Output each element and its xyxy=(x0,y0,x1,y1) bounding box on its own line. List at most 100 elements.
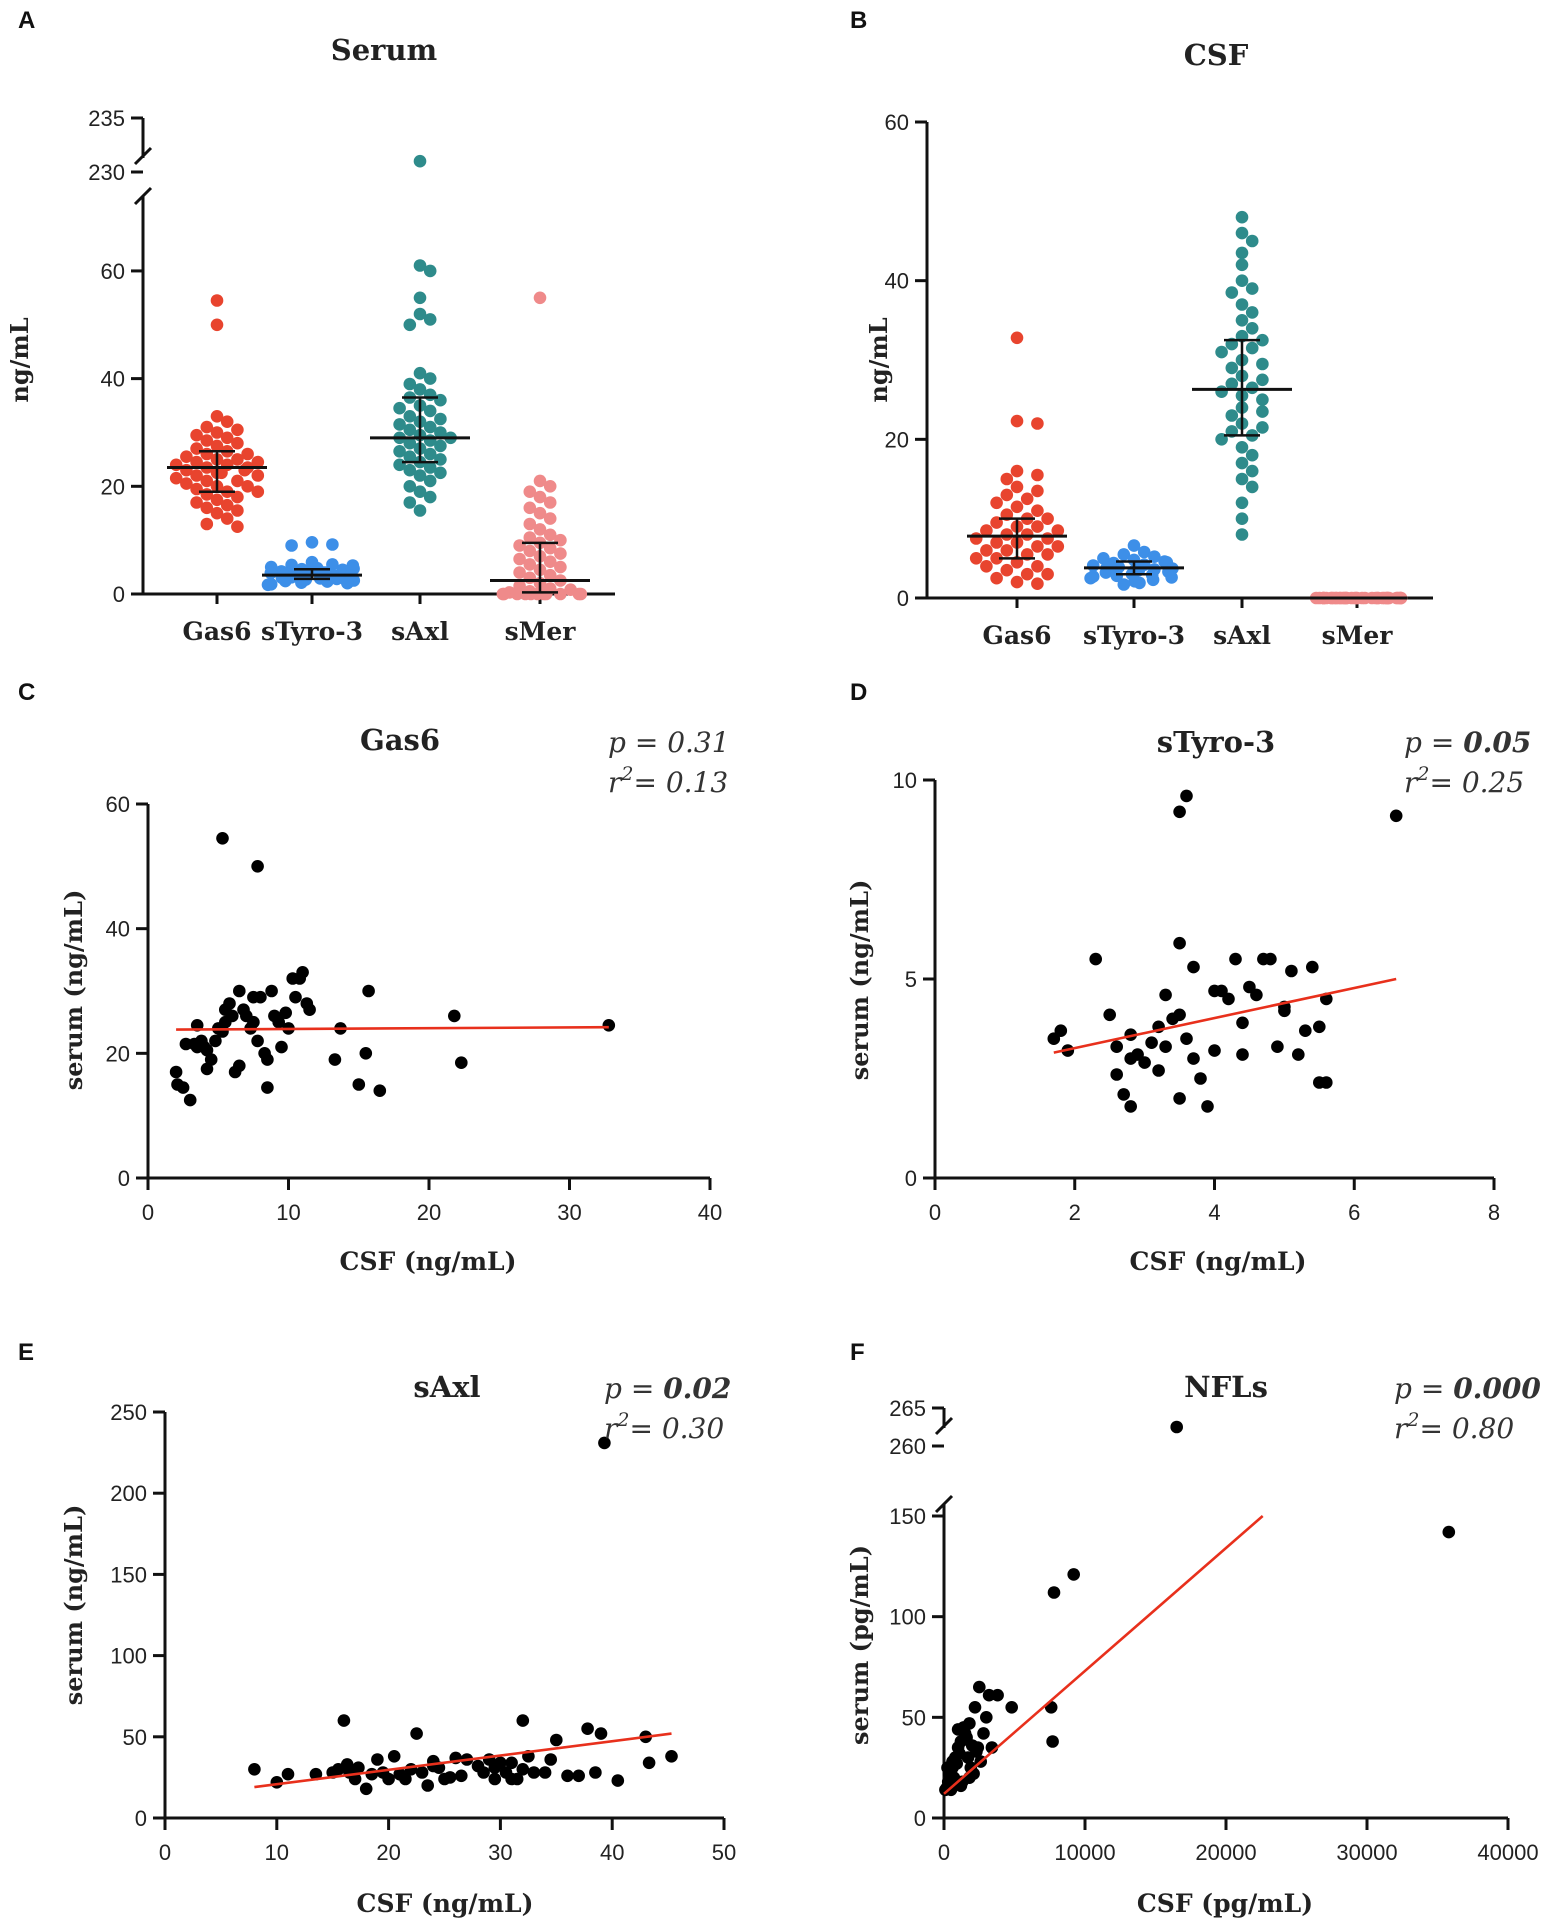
data-point xyxy=(251,860,264,873)
category-label-saxl: sAxl xyxy=(391,617,449,646)
data-point xyxy=(517,1763,530,1776)
data-point-saxl xyxy=(1246,342,1259,355)
data-point-styro-3 xyxy=(262,579,275,592)
category-label-gas6: Gas6 xyxy=(182,617,251,646)
x-tick-label: 20000 xyxy=(1195,1840,1256,1865)
data-point xyxy=(1138,1056,1151,1069)
data-point-saxl xyxy=(1236,247,1249,260)
data-point xyxy=(444,1771,457,1784)
p-value: 0.0001 xyxy=(1453,1372,1541,1405)
data-point xyxy=(1264,953,1277,966)
data-point-saxl xyxy=(1236,528,1249,541)
data-point xyxy=(279,1007,292,1020)
data-point-saxl xyxy=(1246,235,1259,248)
data-point-saxl xyxy=(1236,457,1249,470)
y-tick-label: 0 xyxy=(118,1166,130,1191)
r2-value: = 0.25 xyxy=(1429,766,1524,799)
data-point-gas6 xyxy=(1011,332,1024,345)
data-point-gas6 xyxy=(1001,528,1014,541)
data-point xyxy=(1046,1735,1059,1748)
x-tick-label: 8 xyxy=(1488,1200,1500,1225)
data-point-saxl xyxy=(414,504,427,517)
data-point-saxl xyxy=(1226,362,1239,375)
y-tick-label: 260 xyxy=(889,1434,926,1459)
data-point-gas6 xyxy=(990,497,1003,510)
data-point-gas6 xyxy=(1031,540,1044,553)
data-point-gas6 xyxy=(231,424,244,437)
x-axis-label: CSF (ng/mL) xyxy=(357,1889,534,1918)
data-point xyxy=(581,1722,594,1735)
data-point-saxl xyxy=(1256,405,1269,418)
y-tick-label: 5 xyxy=(905,967,917,992)
x-tick-label: 30 xyxy=(488,1840,512,1865)
data-point xyxy=(973,1681,986,1694)
data-point-gas6 xyxy=(231,520,244,533)
data-point-gas6 xyxy=(1021,493,1034,506)
data-point-saxl xyxy=(1246,481,1259,494)
data-point-gas6 xyxy=(1041,568,1054,581)
data-point-gas6 xyxy=(1052,540,1065,553)
panel-label-a: A xyxy=(18,7,35,34)
data-point xyxy=(1201,1100,1214,1113)
data-point-saxl xyxy=(1215,385,1228,398)
data-point xyxy=(1313,1021,1326,1034)
data-point-styro-3 xyxy=(306,536,319,549)
data-point-saxl xyxy=(1246,306,1259,319)
data-point-smer xyxy=(534,292,547,305)
data-point-gas6 xyxy=(1011,415,1024,428)
data-point-gas6 xyxy=(1031,417,1044,430)
data-point xyxy=(405,1763,418,1776)
y-tick-label: 60 xyxy=(106,792,130,817)
data-point-saxl xyxy=(1236,227,1249,240)
category-label-smer: sMer xyxy=(505,617,577,646)
data-point xyxy=(1173,937,1186,950)
data-point xyxy=(360,1783,373,1796)
data-point xyxy=(991,1689,1004,1702)
data-point xyxy=(1320,1076,1333,1089)
data-point-gas6 xyxy=(251,469,264,482)
panel-title-c: Gas6 xyxy=(360,723,440,757)
data-point-gas6 xyxy=(1031,504,1044,517)
data-point xyxy=(980,1711,993,1724)
category-label-saxl: sAxl xyxy=(1213,621,1271,650)
data-point xyxy=(271,1776,284,1789)
data-point xyxy=(550,1734,563,1747)
data-point-gas6 xyxy=(980,560,993,573)
data-point-gas6 xyxy=(970,552,983,565)
x-tick-label: 30 xyxy=(557,1200,581,1225)
data-point-smer xyxy=(554,547,567,560)
data-point-saxl xyxy=(1226,409,1239,422)
r2-superscript: 2 xyxy=(616,1409,629,1431)
data-point xyxy=(382,1773,395,1786)
data-point-smer xyxy=(544,496,557,509)
data-point xyxy=(248,1763,261,1776)
y-tick-label: 100 xyxy=(110,1644,147,1669)
panel-title-d: sTyro-3 xyxy=(1157,725,1275,759)
data-point-gas6 xyxy=(1021,528,1034,541)
data-point xyxy=(1055,1024,1068,1037)
data-point-saxl xyxy=(1236,259,1249,272)
category-label-styro-3: sTyro-3 xyxy=(1083,621,1185,650)
data-point-gas6 xyxy=(990,536,1003,549)
data-point xyxy=(505,1773,518,1786)
r2-annotation: r2= 0.13 xyxy=(608,763,728,799)
data-point-gas6 xyxy=(1001,564,1014,577)
data-point-styro-3 xyxy=(1087,559,1100,572)
r2-superscript: 2 xyxy=(1406,1409,1419,1431)
data-point xyxy=(233,985,246,998)
data-point xyxy=(572,1770,585,1783)
data-point-saxl xyxy=(1236,298,1249,311)
data-point-gas6 xyxy=(1031,577,1044,590)
y-axis-label: serum (pg/mL) xyxy=(845,1545,874,1745)
p-label: p = xyxy=(604,1372,663,1405)
data-point xyxy=(561,1770,574,1783)
y-tick-label: 0 xyxy=(113,582,125,607)
data-point-styro-3 xyxy=(265,567,278,580)
y-tick-label: 50 xyxy=(902,1705,926,1730)
data-point xyxy=(1005,1701,1018,1714)
data-point xyxy=(184,1094,197,1107)
data-point xyxy=(1173,806,1186,819)
data-point xyxy=(170,1066,183,1079)
p-value-annotation: p = 0.05 xyxy=(1404,726,1531,759)
data-point xyxy=(1117,1088,1130,1101)
